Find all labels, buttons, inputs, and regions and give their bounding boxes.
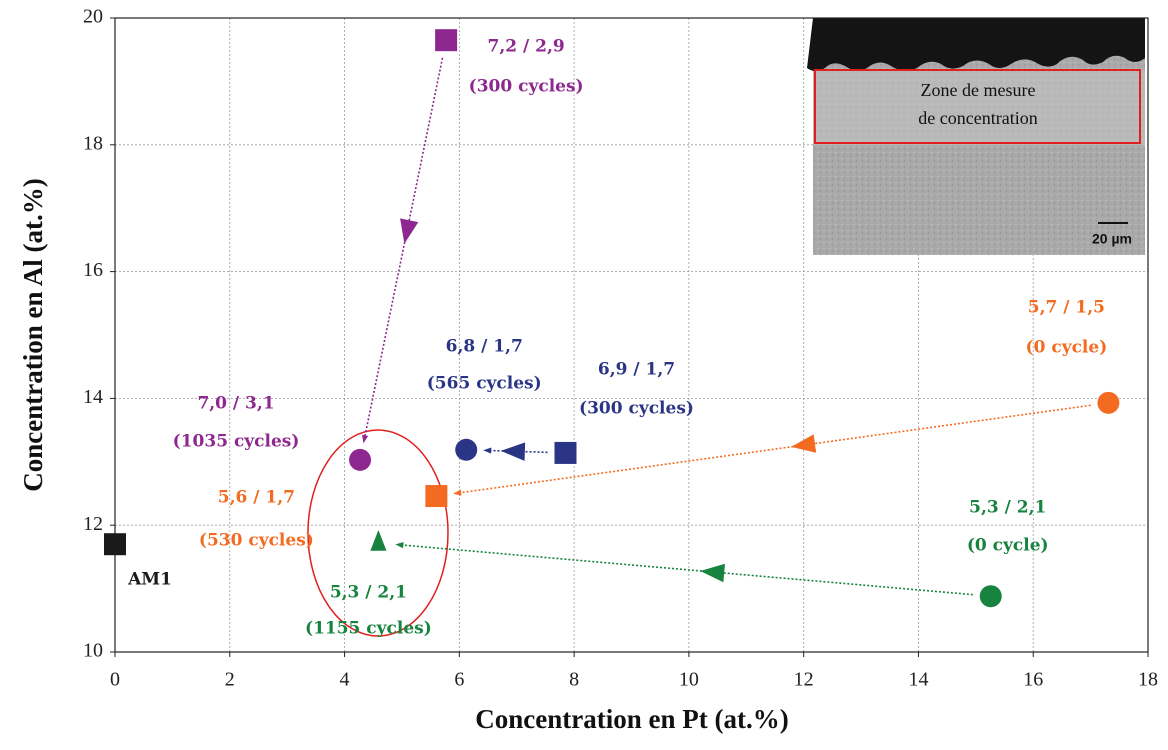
point (104, 533, 126, 556)
point (435, 29, 458, 52)
point-label: (300 cycles) (579, 398, 694, 418)
point (425, 485, 448, 508)
point (1097, 391, 1120, 414)
point-label: (565 cycles) (427, 373, 542, 393)
x-tick-label: 16 (1023, 669, 1043, 691)
plot-frame (114, 17, 1149, 653)
highlight-ellipse (307, 429, 449, 637)
y-tick-label: 18 (83, 132, 103, 154)
direction-arrow (500, 442, 526, 461)
arrow-head (395, 542, 404, 549)
y-tick-label: 10 (83, 640, 103, 662)
y-tick-label: 14 (83, 386, 103, 408)
point-label: 5,6 / 1,7 (218, 488, 295, 508)
x-tick-label: 0 (110, 669, 120, 691)
inset-text: de concentration (918, 108, 1037, 128)
point (554, 441, 577, 464)
point (979, 585, 1002, 608)
scale-bar-label: 20 µm (1092, 231, 1132, 247)
x-tick-label: 14 (908, 669, 928, 691)
point-label: AM1 (127, 570, 172, 590)
point-label: 6,9 / 1,7 (598, 359, 675, 379)
point-label: (300 cycles) (469, 77, 584, 97)
point (349, 448, 372, 471)
point-label: (0 cycle) (1026, 337, 1108, 357)
arrow-head (453, 489, 462, 496)
trend-arrow (363, 57, 444, 439)
y-tick-label: 20 (83, 6, 103, 28)
inset-image: Zone de mesure de concentration 20 µm (807, 18, 1145, 255)
point-label: 5,3 / 2,1 (969, 498, 1046, 518)
x-tick-label: 8 (569, 669, 579, 691)
direction-arrow (400, 218, 419, 244)
point-label: (530 cycles) (199, 531, 314, 551)
x-tick-label: 12 (794, 669, 814, 691)
arrow-head (483, 447, 492, 454)
x-tick-label: 2 (225, 669, 235, 691)
x-tick-label: 6 (454, 669, 464, 691)
point (455, 438, 478, 461)
point-label: 5,3 / 2,1 (330, 582, 407, 602)
point-label: 7,2 / 2,9 (488, 37, 565, 57)
trend-arrow (400, 544, 973, 596)
trend-arrow (458, 404, 1091, 494)
point-label: 5,7 / 1,5 (1028, 297, 1105, 317)
x-tick-label: 18 (1138, 669, 1158, 691)
y-tick-label: 16 (83, 259, 103, 281)
x-tick-label: 10 (679, 669, 699, 691)
point-label: (1035 cycles) (173, 431, 300, 451)
inset-text: Zone de mesure (921, 80, 1036, 100)
point-label: (1155 cycles) (305, 618, 432, 638)
direction-arrow (791, 434, 817, 453)
point (370, 529, 387, 551)
direction-arrow (700, 563, 725, 583)
x-axis-title: Concentration en Pt (at.%) (475, 704, 788, 734)
point-label: 7,0 / 3,1 (197, 393, 274, 413)
point-label: (0 cycle) (967, 536, 1049, 556)
y-tick-label: 12 (83, 513, 103, 535)
x-tick-label: 4 (340, 669, 350, 691)
y-axis-title: Concentration en Al (at.%) (18, 178, 48, 491)
arrow-head (362, 434, 369, 444)
point-label: 6,8 / 1,7 (446, 336, 523, 356)
